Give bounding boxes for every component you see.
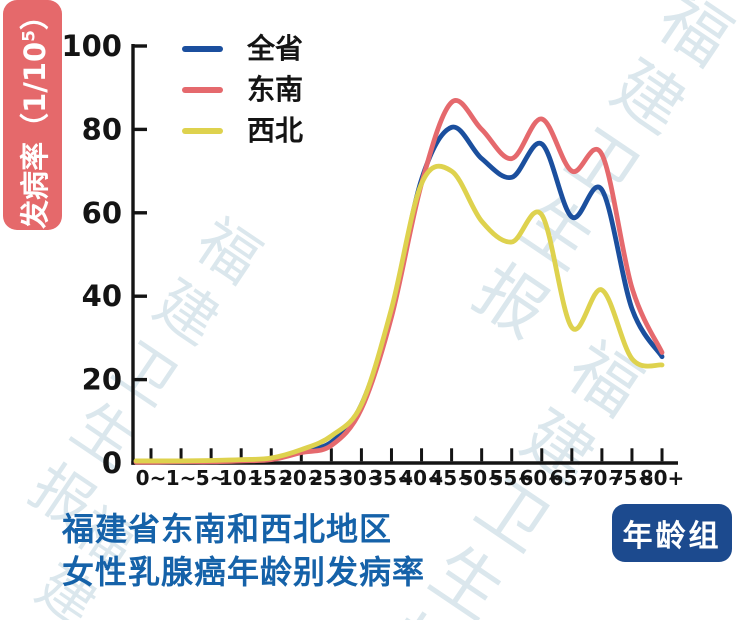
chart-title-line2: 女性乳腺癌年龄别发病率 — [62, 553, 426, 591]
x-tick-label: 40~ — [399, 466, 444, 490]
x-tick-label: 75~ — [610, 466, 655, 490]
y-tick-label: 40 — [82, 279, 122, 313]
y-axis-label-banner: 发病率（1/105） — [3, 0, 62, 230]
legend-item-quansheng: 全省 — [182, 34, 303, 64]
legend-label: 西北 — [247, 114, 304, 147]
x-tick-label: 65~ — [550, 466, 595, 490]
chart-legend: 全省 东南 西北 — [182, 34, 303, 146]
y-tick-label: 80 — [82, 112, 122, 146]
legend-swatch-quansheng — [182, 46, 223, 52]
y-tick-label: 60 — [82, 196, 122, 230]
legend-label: 全省 — [247, 32, 304, 65]
x-tick-label: 45~ — [429, 466, 474, 490]
x-tick-label: 20~ — [279, 466, 324, 490]
x-tick-label: 50~ — [459, 466, 504, 490]
x-tick-label: 1~ — [166, 466, 197, 490]
y-tick-label: 0 — [102, 446, 122, 480]
x-tick-label: 30~ — [339, 466, 384, 490]
legend-swatch-dongnan — [182, 87, 223, 93]
x-tick-label: 80+ — [640, 466, 685, 490]
x-tick-label: 5~ — [196, 466, 227, 490]
series-line-2 — [133, 163, 665, 464]
x-tick-label: 35~ — [369, 466, 414, 490]
y-tick-label: 100 — [61, 29, 122, 63]
legend-label: 东南 — [247, 73, 304, 106]
x-tick-label: 10~ — [219, 466, 264, 490]
x-tick-label: 25~ — [309, 466, 354, 490]
x-tick-label: 0~ — [136, 466, 167, 490]
legend-swatch-xibei — [182, 128, 223, 134]
legend-item-dongnan: 东南 — [182, 75, 303, 105]
y-tick-label: 20 — [82, 363, 122, 397]
x-tick-label: 60~ — [519, 466, 564, 490]
x-tick-label: 70~ — [580, 466, 625, 490]
x-axis-label-badge: 年龄组 — [612, 504, 732, 562]
x-tick-label: 55~ — [489, 466, 534, 490]
legend-item-xibei: 西北 — [182, 116, 303, 146]
x-tick-label: 15~ — [249, 466, 294, 490]
chart-title: 福建省东南和西北地区 女性乳腺癌年龄别发病率 — [62, 508, 425, 594]
chart-title-line1: 福建省东南和西北地区 — [62, 510, 393, 548]
